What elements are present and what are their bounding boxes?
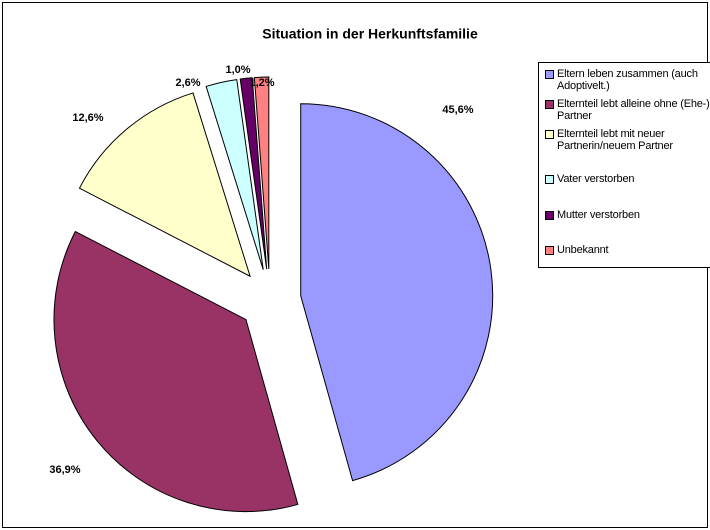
legend-label: Vater verstorben (557, 173, 635, 185)
legend-item: Vater verstorben (545, 173, 710, 185)
legend-label: Unbekannt (557, 244, 609, 256)
pie-slice (78, 92, 251, 278)
pie-slice (300, 103, 494, 482)
legend-item: Mutter verstorben (545, 209, 710, 221)
legend-label: Eltern leben zusammen (auch Adoptivelt.) (557, 68, 698, 92)
legend-swatch (545, 175, 554, 184)
legend-item: Elternteil lebt alleine ohne (Ehe-) Part… (545, 98, 710, 122)
data-label: 1,2% (249, 77, 274, 89)
legend-label: Elternteil lebt mit neuer Partnerin/neue… (557, 128, 673, 152)
data-label: 1,0% (225, 64, 250, 76)
legend-swatch (545, 100, 554, 109)
data-label: 12,6% (72, 112, 103, 124)
legend-item: Unbekannt (545, 244, 710, 256)
legend-swatch (545, 246, 554, 255)
data-label: 2,6% (175, 77, 200, 89)
pie-slice (253, 76, 270, 270)
pie-slice (53, 230, 299, 513)
pie-slice (205, 79, 264, 270)
pie-slice (239, 77, 268, 270)
legend-swatch (545, 70, 554, 79)
legend-swatch (545, 130, 554, 139)
legend: Eltern leben zusammen (auch Adoptivelt.)… (538, 62, 710, 268)
legend-item: Eltern leben zusammen (auch Adoptivelt.) (545, 68, 710, 92)
legend-label: Elternteil lebt alleine ohne (Ehe-) Part… (557, 98, 710, 122)
chart-title: Situation in der Herkunftsfamilie (262, 26, 478, 42)
data-label: 36,9% (49, 464, 80, 476)
legend-label: Mutter verstorben (557, 209, 640, 221)
data-label: 45,6% (442, 104, 473, 116)
legend-item: Elternteil lebt mit neuer Partnerin/neue… (545, 128, 710, 152)
legend-swatch (545, 211, 554, 220)
